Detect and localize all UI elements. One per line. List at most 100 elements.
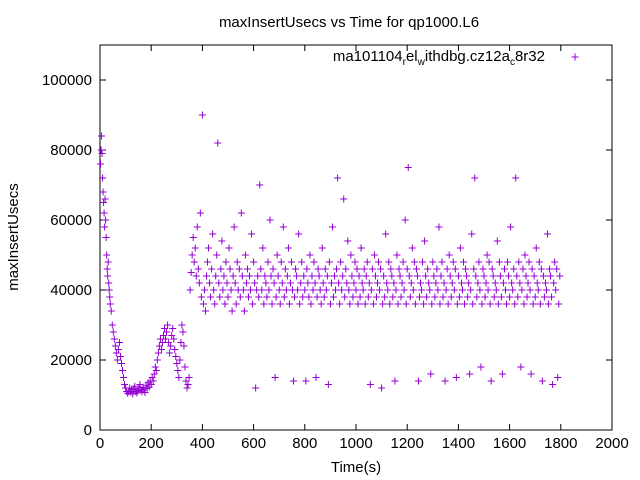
data-point [295,230,303,238]
data-point [232,300,240,308]
data-point [410,258,418,266]
data-point [100,209,108,217]
data-point [541,279,549,287]
data-point [402,300,410,308]
data-point [453,300,461,308]
data-point [158,339,166,346]
data-point [434,286,442,294]
data-point [381,293,389,301]
data-point [440,279,448,287]
x-axis-label: Time(s) [331,459,381,476]
data-point [449,258,457,266]
data-point [543,230,551,238]
plot-frame [99,44,613,431]
data-point [412,265,420,273]
data-point [97,146,105,154]
data-point [177,339,185,346]
data-point [545,300,553,308]
y-tick-label: 60000 [50,212,92,229]
data-point [534,286,542,294]
data-point [461,300,469,308]
data-point [391,377,399,385]
data-point [427,370,435,378]
data-point [241,251,249,259]
data-point [555,300,563,308]
data-point [348,272,356,280]
data-point [197,293,205,301]
data-point [238,272,246,280]
data-point [518,286,526,294]
data-point [475,258,483,266]
data-point [351,258,359,266]
y-tick-label: 80000 [50,142,92,159]
legend-label: ma101104relwithdbg.cz12ac8r32 [333,48,545,68]
data-point [233,258,241,266]
data-point [181,363,189,371]
data-point [312,374,320,381]
data-point [210,286,218,294]
data-point [504,258,512,266]
data-point [97,160,105,168]
data-point [321,265,329,273]
data-point [207,293,215,301]
data-point [204,258,212,266]
data-point [226,265,234,273]
data-point [109,328,117,336]
data-point [463,272,471,280]
data-point [318,244,326,252]
data-point [442,286,450,294]
data-point [499,279,507,287]
data-point [121,381,129,388]
data-point [526,286,534,294]
data-point [537,265,545,273]
data-point [418,286,426,294]
data-point [173,360,181,367]
data-point [257,265,265,273]
data-point [514,293,522,301]
data-point [396,272,404,280]
x-tick-label: 200 [139,435,164,452]
data-point [378,384,386,392]
data-point [282,286,290,294]
data-point [408,244,416,252]
data-point [201,307,209,315]
data-point [166,349,174,357]
data-point [231,279,239,287]
data-point [484,286,492,294]
data-point [265,286,273,294]
data-point [392,286,400,294]
data-point [443,265,451,273]
data-point [272,293,280,301]
data-point [194,265,202,273]
data-point [208,265,216,273]
data-point [200,286,208,294]
data-point [345,286,353,294]
data-point [460,258,468,266]
data-point [490,293,498,301]
data-point [367,286,375,294]
data-point [113,356,121,364]
data-point [219,286,227,294]
data-point [98,132,106,140]
data-point [263,293,271,301]
data-point [102,216,110,224]
data-point [120,374,128,381]
data-point [404,164,412,171]
data-point [542,286,550,294]
data-point [486,300,494,308]
x-tick-label: 1400 [442,435,475,452]
data-point [163,328,171,336]
data-point [431,293,439,301]
data-point [421,237,429,245]
data-point [244,293,252,301]
data-point [217,265,225,273]
data-point [485,258,493,266]
data-point [350,279,358,287]
data-point [170,335,178,343]
data-point [374,279,382,287]
y-tick-label: 40000 [50,282,92,299]
data-point [99,188,107,196]
data-point [300,272,308,280]
data-point [298,258,306,266]
